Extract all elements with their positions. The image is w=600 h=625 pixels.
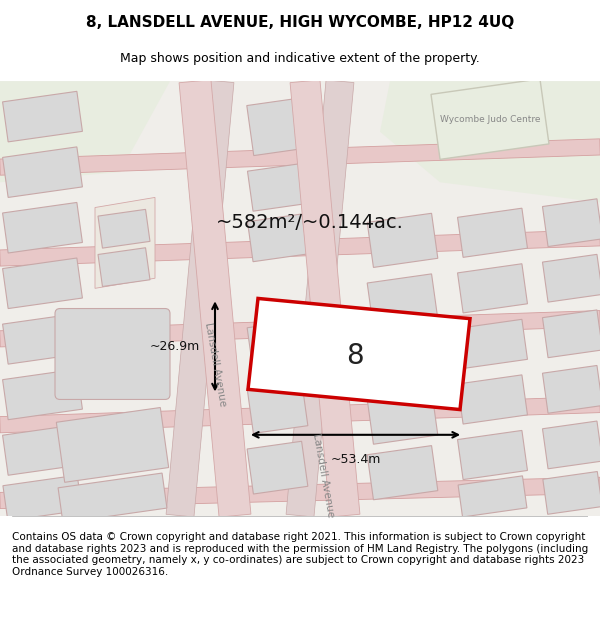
Polygon shape [431,79,549,159]
Polygon shape [98,209,150,248]
Polygon shape [247,214,308,262]
Polygon shape [542,310,600,358]
Polygon shape [380,81,600,202]
Text: ~26.9m: ~26.9m [150,340,200,353]
Polygon shape [0,396,600,432]
Polygon shape [542,199,600,246]
FancyBboxPatch shape [55,309,170,399]
Polygon shape [0,311,600,347]
Polygon shape [3,475,82,521]
Polygon shape [543,471,600,514]
Polygon shape [367,446,438,500]
Polygon shape [458,264,527,313]
Polygon shape [247,164,308,211]
Polygon shape [248,299,470,409]
Polygon shape [458,319,527,369]
Polygon shape [458,375,527,424]
Text: ~582m²/~0.144ac.: ~582m²/~0.144ac. [216,213,404,232]
Polygon shape [2,147,82,198]
Text: 8, LANSDELL AVENUE, HIGH WYCOMBE, HP12 4UQ: 8, LANSDELL AVENUE, HIGH WYCOMBE, HP12 4… [86,15,514,30]
Polygon shape [2,424,82,475]
Polygon shape [458,431,527,479]
Polygon shape [0,230,600,266]
Polygon shape [2,258,82,309]
Text: Lansdell Avenue: Lansdell Avenue [203,321,227,407]
Polygon shape [542,421,600,469]
Polygon shape [2,202,82,253]
Polygon shape [2,369,82,419]
Polygon shape [458,476,527,517]
Text: Wycombe Judo Centre: Wycombe Judo Centre [440,115,540,124]
Text: Lansdell Avenue: Lansdell Avenue [311,432,335,518]
Polygon shape [247,98,308,156]
Polygon shape [166,80,234,517]
Polygon shape [458,208,527,258]
Polygon shape [179,80,251,517]
Polygon shape [247,381,308,433]
Polygon shape [247,320,308,372]
Text: 8: 8 [346,342,364,370]
Polygon shape [98,248,150,286]
Polygon shape [2,314,82,364]
Polygon shape [58,473,167,523]
Polygon shape [247,441,308,494]
Polygon shape [2,91,82,142]
Polygon shape [56,408,169,482]
Polygon shape [95,198,155,288]
Polygon shape [0,139,600,175]
Polygon shape [367,390,438,444]
Polygon shape [286,80,354,517]
Polygon shape [367,274,438,328]
Polygon shape [290,80,360,517]
Text: Contains OS data © Crown copyright and database right 2021. This information is : Contains OS data © Crown copyright and d… [12,532,588,577]
Text: Map shows position and indicative extent of the property.: Map shows position and indicative extent… [120,52,480,65]
Polygon shape [0,81,170,182]
Polygon shape [542,254,600,302]
Polygon shape [542,366,600,413]
Polygon shape [367,329,438,384]
Polygon shape [0,478,600,509]
Polygon shape [367,213,438,268]
Text: ~53.4m: ~53.4m [331,453,380,466]
